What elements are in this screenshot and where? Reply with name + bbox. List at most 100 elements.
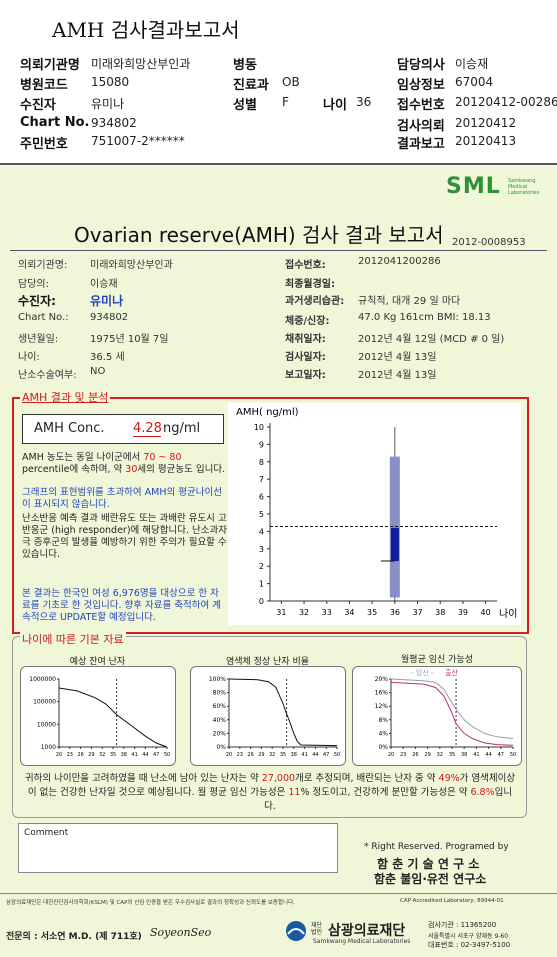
x-tick-label: 38 — [435, 608, 445, 617]
y-tick-label: 10000 — [37, 721, 56, 728]
info-value: 1975년 10월 7일 — [90, 334, 169, 345]
field-label: 담당의사 — [397, 58, 445, 73]
x-tick-label: 32 — [269, 752, 275, 758]
text-run: 개로 추정되며, 배란되는 난자 중 약 — [295, 773, 439, 784]
foundation-en: Samkwang Medical Laboratories — [313, 938, 411, 945]
field-value: 934802 — [91, 116, 137, 130]
note: AMH 농도는 동일 나이군에서 70 ~ 80 percentile에 속하며… — [22, 452, 227, 476]
rights: * Right Reserved. Programed by — [364, 842, 509, 852]
info-value: 미래와희망산부인과 — [90, 260, 173, 271]
report-number: 2012-0008953 — [452, 237, 526, 248]
x-tick-label: 32 — [299, 608, 309, 617]
text-run: AMH 농도는 동일 나이군에서 — [22, 452, 144, 463]
x-tick-label: 37 — [412, 608, 422, 617]
conc-value: 4.28 — [133, 421, 162, 437]
info-value: 2012년 4월 13일 — [358, 370, 437, 381]
y-tick-label: 0% — [378, 744, 388, 751]
field-value: 751007-2****** — [91, 134, 185, 148]
y-tick-label: 5 — [259, 510, 264, 519]
x-tick-label: 47 — [323, 752, 329, 758]
y-tick-label: 2 — [259, 562, 264, 571]
info-label: 체중/신장: — [285, 316, 330, 327]
field-label: 의뢰기관명 — [20, 58, 80, 73]
text-run: 귀하의 나이만을 고려하였을 때 난소에 남아 있는 난자는 약 — [24, 773, 262, 784]
comment-box — [18, 823, 338, 873]
y-tick-label: 1000 — [41, 744, 56, 751]
info-label: 생년월일: — [18, 334, 59, 345]
field-value: 20120412 — [455, 116, 517, 130]
field-label: 병원코드 — [20, 78, 68, 93]
conc-unit: ng/ml — [163, 421, 201, 436]
x-tick-label: 44 — [485, 752, 491, 758]
text-run: 본 결과는 한국인 여성 6,976명을 대상으로 한 자료를 기초로 한 것입… — [22, 588, 221, 623]
text-run: 그래프의 표현범위를 초과하여 AMH의 평균나이선이 표시되지 않습니다. — [22, 487, 222, 510]
field-value: 미래와희망산부인과 — [91, 57, 191, 71]
info-label: 난소수술여부: — [18, 370, 77, 381]
x-tick-label: 29 — [88, 752, 94, 758]
note: 난소반응 예측 결과 배란유도 또는 과배란 유도시 고반응군 (high re… — [22, 513, 227, 561]
info-label: 최종월경일: — [285, 279, 335, 290]
x-tick-label: 38 — [121, 752, 127, 758]
x-tick-label: 26 — [412, 752, 418, 758]
curve — [390, 678, 514, 739]
field-label: 수진자 — [20, 98, 56, 113]
mini-chart: 0% 20% 40% 60% 80% 100% 20 23 26 29 32 35 38 41 44 47 50 — [190, 666, 346, 766]
info-value: 2012년 4월 13일 — [358, 352, 437, 363]
info-value: NO — [90, 366, 106, 377]
field-label: Chart No. — [20, 115, 90, 130]
x-tick-label: 20 — [226, 752, 232, 758]
field-label: 진료과 — [233, 78, 269, 93]
field-value: 67004 — [455, 75, 494, 89]
mini-chart: 1000 10000 100000 1000000 20 23 26 29 32 35 38 41 44… — [20, 666, 176, 766]
report-title: Ovarian reserve(AMH) 검사 결과 보고서 — [74, 223, 444, 247]
x-tick-label: 38 — [461, 752, 467, 758]
info-value: 이승재 — [90, 279, 118, 290]
field-label: 나이 — [323, 98, 347, 113]
x-axis-label: 나이 — [499, 608, 517, 620]
text-run: 난소반응 예측 결과 배란유도 또는 과배란 유도시 고반응군 (high re… — [22, 513, 227, 560]
info-label: 보고일자: — [285, 370, 326, 381]
x-tick-label: 23 — [237, 752, 243, 758]
y-tick-label: 20% — [213, 730, 227, 737]
y-tick-label: 9 — [259, 440, 264, 449]
info-label: 과거생리습관: — [285, 296, 345, 307]
note: 그래프의 표현범위를 초과하여 AMH의 평균나이선이 표시되지 않습니다. — [22, 487, 227, 511]
analysis-box — [12, 397, 529, 634]
x-tick-label: 29 — [424, 752, 430, 758]
y-tick-label: 100000 — [33, 699, 56, 706]
range-band — [389, 456, 400, 598]
y-tick-label: 3 — [259, 545, 264, 554]
x-tick-label: 32 — [437, 752, 443, 758]
y-tick-label: 10 — [254, 423, 264, 432]
x-tick-label: 40 — [481, 608, 491, 617]
x-tick-label: 23 — [400, 752, 406, 758]
info-label: 검사일자: — [285, 352, 326, 363]
rule — [0, 893, 557, 894]
info-value: 규칙적, 대개 29 일 마다 — [358, 296, 461, 307]
legend-entry: 출산 — [445, 668, 458, 677]
y-tick-label: 4 — [259, 527, 264, 536]
info-value: 2012041200286 — [358, 256, 441, 267]
field-value: 20120413 — [455, 134, 517, 148]
institution-no: 검사기관 : 11365200 — [428, 921, 497, 929]
mini-title: 예상 잔여 난자 — [69, 657, 126, 667]
basics-box — [12, 636, 527, 818]
info-label: 채취일자: — [285, 334, 326, 345]
info-value: 유미나 — [90, 294, 124, 308]
field-value: 15080 — [91, 75, 130, 89]
rule — [10, 250, 547, 251]
curve — [390, 681, 514, 746]
x-tick-label: 34 — [344, 608, 354, 617]
info-label: 나이: — [18, 352, 40, 363]
section-title: 나이에 따른 기본 자료 — [20, 631, 126, 647]
y-tick-label: 4% — [378, 730, 388, 737]
field-value: 이승재 — [455, 57, 489, 71]
text-run: % 정도이고, 건강하게 분만할 가능성은 약 — [300, 787, 471, 798]
x-tick-label: 35 — [367, 608, 377, 617]
x-tick-label: 50 — [510, 752, 516, 758]
info-label: Chart No.: — [18, 312, 69, 323]
x-tick-label: 31 — [276, 608, 286, 617]
y-tick-label: 0 — [259, 597, 264, 606]
text-run: 27,000 — [261, 773, 296, 784]
